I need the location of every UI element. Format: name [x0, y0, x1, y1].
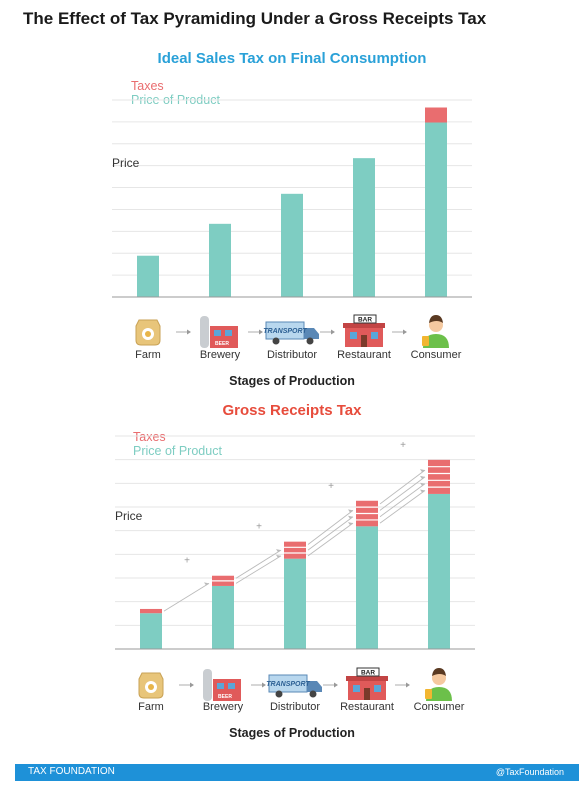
- bar-product-restaurant: [356, 526, 378, 649]
- pyramiding-arrow: [379, 483, 426, 518]
- brewery-icon: BEER: [203, 669, 241, 701]
- stage-label-restaurant: Restaurant: [340, 701, 394, 713]
- pyramiding-arrow: [307, 509, 354, 545]
- chart-title: Gross Receipts Tax: [223, 402, 363, 419]
- plus-sign: +: [184, 556, 190, 567]
- stage-arrow-head: [331, 329, 335, 335]
- arrow-head: [420, 482, 425, 486]
- stage-arrow-head: [259, 329, 263, 335]
- arrow-head: [348, 522, 353, 526]
- grain-sack-icon: [138, 672, 164, 699]
- grain-sack-icon: [135, 319, 161, 346]
- sales-tax-chart: Ideal Sales Tax on Final Consumption Taxe…: [112, 50, 472, 388]
- brewery-icon: BEER: [200, 316, 238, 348]
- pyramiding-arrow: [379, 490, 426, 524]
- chart-title: Ideal Sales Tax on Final Consumption: [158, 50, 427, 67]
- x-axis-title: Stages of Production: [229, 726, 355, 740]
- stage-label-restaurant: Restaurant: [337, 349, 391, 361]
- bar-product-restaurant: [353, 158, 375, 297]
- pyramiding-arrow: [235, 555, 282, 584]
- pyramiding-arrow: [235, 549, 282, 579]
- pyramiding-arrow: [307, 516, 354, 551]
- bar-product-brewery: [212, 585, 234, 649]
- footer-handle: @TaxFoundation: [495, 767, 564, 777]
- truck-icon: TRANSPORT: [266, 674, 322, 698]
- truck-icon: TRANSPORT: [263, 321, 319, 345]
- bar-tax-consumer: [428, 459, 450, 494]
- stage-arrow-head: [262, 682, 266, 688]
- stage-label-consumer: Consumer: [411, 349, 462, 361]
- plus-sign: +: [328, 481, 334, 492]
- x-axis-title: Stages of Production: [229, 374, 355, 388]
- stage-arrow-head: [187, 329, 191, 335]
- y-axis-label: Price: [112, 156, 140, 170]
- pyramiding-arrow: [163, 583, 210, 612]
- plus-sign: +: [256, 522, 262, 533]
- svg-text:BAR: BAR: [361, 670, 375, 677]
- svg-text:TRANSPORT: TRANSPORT: [266, 681, 310, 688]
- footer-bar: TAX FOUNDATION @TaxFoundation: [15, 764, 579, 781]
- bar-tax-farm: [140, 608, 162, 614]
- stage-arrow-head: [190, 682, 194, 688]
- bar-tax-consumer: [425, 107, 447, 123]
- svg-text:BEER: BEER: [215, 341, 229, 347]
- arrow-head: [204, 582, 209, 586]
- stage-label-farm: Farm: [138, 701, 164, 713]
- bar-product-distributor: [281, 193, 303, 297]
- arrow-head: [420, 475, 425, 479]
- legend-taxes: Taxes: [133, 430, 166, 444]
- pyramiding-arrow: [379, 469, 426, 505]
- footer-brand: TAX FOUNDATION: [28, 766, 115, 777]
- bar-product-consumer: [425, 122, 447, 297]
- svg-text:BEER: BEER: [218, 694, 232, 700]
- pyramiding-arrow: [307, 522, 354, 557]
- legend-product: Price of Product: [133, 444, 222, 458]
- person-icon: [425, 668, 452, 701]
- arrow-head: [348, 509, 353, 513]
- stage-arrow-head: [403, 329, 407, 335]
- y-axis-label: Price: [115, 509, 143, 523]
- pyramiding-arrow: [379, 476, 426, 511]
- bar-product-farm: [137, 255, 159, 297]
- bar-product-distributor: [284, 558, 306, 649]
- arrow-head: [348, 515, 353, 519]
- arrow-head: [276, 549, 281, 553]
- legend-taxes: Taxes: [131, 79, 164, 93]
- bar-product-brewery: [209, 223, 231, 297]
- bar-product-consumer: [428, 493, 450, 649]
- stage-label-farm: Farm: [135, 349, 161, 361]
- stage-label-distributor: Distributor: [267, 349, 317, 361]
- bar-tax-distributor: [284, 541, 306, 559]
- arrow-head: [420, 489, 425, 493]
- person-icon: [422, 315, 449, 348]
- stage-label-brewery: Brewery: [203, 701, 244, 713]
- page-title: The Effect of Tax Pyramiding Under a Gro…: [23, 9, 487, 28]
- stage-arrow-head: [334, 682, 338, 688]
- stage-arrow-head: [406, 682, 410, 688]
- plus-sign: +: [400, 440, 406, 451]
- stage-label-consumer: Consumer: [414, 701, 465, 713]
- svg-text:TRANSPORT: TRANSPORT: [263, 328, 307, 335]
- bar-building-icon: BAR: [346, 667, 388, 700]
- bar-building-icon: BAR: [343, 314, 385, 347]
- arrow-head: [420, 469, 425, 473]
- bar-product-farm: [140, 613, 162, 649]
- arrow-head: [276, 554, 281, 558]
- stage-label-distributor: Distributor: [270, 701, 320, 713]
- svg-text:BAR: BAR: [358, 317, 372, 324]
- stage-label-brewery: Brewery: [200, 349, 241, 361]
